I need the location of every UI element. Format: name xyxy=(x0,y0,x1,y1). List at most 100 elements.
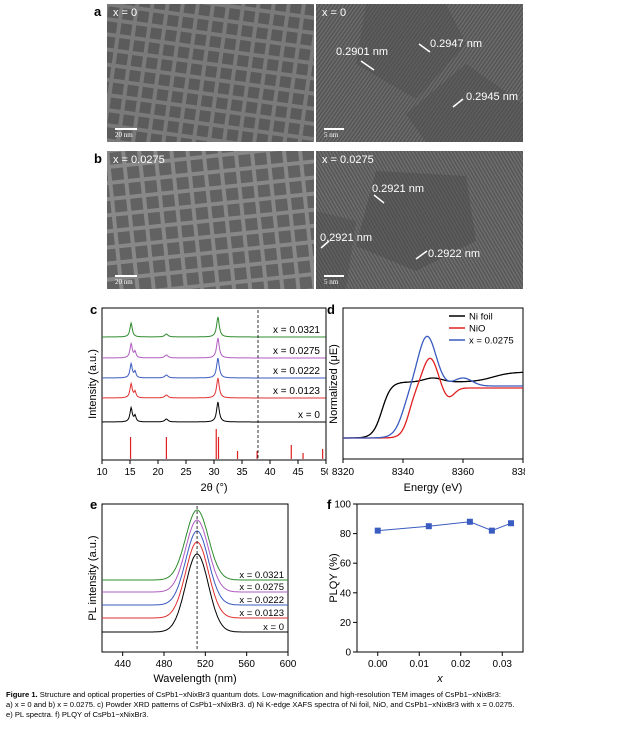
tem-texture-b-low xyxy=(107,151,314,289)
panel-letter-a: a xyxy=(94,4,102,19)
pl-series-line xyxy=(102,509,288,581)
y-axis-label: Normalized (μE) xyxy=(328,344,340,424)
y-tick-label: 60 xyxy=(340,559,352,570)
panel-letter-d: d xyxy=(327,302,335,317)
pl-series-line xyxy=(102,519,288,593)
x-tick-label: 20 xyxy=(152,467,164,478)
y-tick-label: 40 xyxy=(340,588,352,599)
series-label: x = 0.0123 xyxy=(273,386,320,397)
tem-a-right-scale: 5 nm xyxy=(324,131,339,139)
x-tick-label: 0.01 xyxy=(410,659,430,670)
scale-bar xyxy=(115,275,137,277)
scale-bar xyxy=(115,128,137,130)
xafs-series-line xyxy=(343,371,524,439)
x-tick-label: 440 xyxy=(114,659,131,670)
x-tick-label: 40 xyxy=(264,467,276,478)
lattice-spacing-label: 0.2921 nm xyxy=(372,183,424,195)
x-axis-label: Wavelength (nm) xyxy=(153,673,236,685)
panel-letter-b: b xyxy=(94,151,102,166)
x-tick-label: 0.00 xyxy=(368,659,388,670)
xrd-series-line xyxy=(102,316,326,338)
xrd-series-line xyxy=(102,357,326,379)
pl-series-line xyxy=(102,553,288,633)
x-tick-label: 0.02 xyxy=(451,659,471,670)
tem-a-left-scale: 20 nm xyxy=(115,131,133,139)
plot-frame xyxy=(342,307,524,460)
x-axis-label: x xyxy=(436,673,443,685)
plqy-data-point xyxy=(466,518,473,525)
tem-texture-a-high xyxy=(316,4,523,142)
plot-frame xyxy=(356,503,524,653)
caption-text: Structure and optical properties of CsPb… xyxy=(39,690,501,699)
plqy-chart: 0.00 0.01 0.02 0.03 0 20 40 60 80 100 x PLQY (%) xyxy=(328,500,524,685)
xrd-series-line xyxy=(102,401,326,423)
x-tick-label: 520 xyxy=(197,659,214,670)
y-axis-label: PL intensity (a.u.) xyxy=(88,535,99,620)
x-tick-label: 8320 xyxy=(332,467,355,478)
pl-series-line xyxy=(102,541,288,619)
lattice-spacing-label: 0.2901 nm xyxy=(336,46,388,58)
caption-label: Figure 1. xyxy=(6,690,38,699)
plqy-data-point xyxy=(374,527,381,534)
x-tick-label: 30 xyxy=(208,467,220,478)
scale-bar xyxy=(324,275,344,277)
y-tick-label: 100 xyxy=(334,500,351,511)
y-axis-label: Intensity (a.u.) xyxy=(88,349,99,419)
panel-letter-c: c xyxy=(90,302,98,317)
x-tick-label: 560 xyxy=(238,659,255,670)
lattice-spacing-label: 0.2922 nm xyxy=(428,248,480,260)
x-tick-label: 25 xyxy=(180,467,192,478)
x-tick-label: 10 xyxy=(96,467,108,478)
series-label: x = 0.0222 xyxy=(239,595,284,606)
lattice-spacing-label: 0.2945 nm xyxy=(466,91,518,103)
series-label: x = 0.0222 xyxy=(273,366,320,377)
tem-texture-b-high xyxy=(316,151,523,289)
series-label: x = 0.0321 xyxy=(239,570,284,581)
x-axis-label: 2θ (°) xyxy=(200,482,227,494)
caption-line-2: a) x = 0 and b) x = 0.0275. c) Powder XR… xyxy=(6,700,515,709)
xrd-chart: 10 15 20 25 30 35 40 45 50 x = 0.0321 x = 0.0275 x… xyxy=(88,307,328,494)
x-tick-label: 50 xyxy=(320,467,328,478)
tem-a-left-label: x = 0 xyxy=(113,7,138,19)
legend-label: NiO xyxy=(469,324,485,335)
x-tick-label: 0.03 xyxy=(493,659,513,670)
tem-b-left-label: x = 0.0275 xyxy=(113,154,165,166)
y-tick-label: 80 xyxy=(340,529,352,540)
panel-letter-e: e xyxy=(90,497,98,512)
tem-image-a-low: x = 0 20 nm xyxy=(107,4,314,142)
series-label: x = 0.0123 xyxy=(239,608,284,619)
lattice-spacing-label: 0.2921 nm xyxy=(320,232,372,244)
x-tick-label: 8380 xyxy=(512,467,525,478)
series-label: x = 0 xyxy=(298,410,320,421)
tem-texture-a-low xyxy=(107,4,314,142)
xafs-series-line xyxy=(343,357,523,439)
caption-line-1: Figure 1. Structure and optical properti… xyxy=(6,690,622,700)
x-tick-label: 8360 xyxy=(452,467,475,478)
x-tick-label: 15 xyxy=(124,467,136,478)
x-tick-label: 480 xyxy=(156,659,173,670)
plqy-data-point xyxy=(488,527,495,534)
caption-line-3: e) PL spectra. f) PLQY of CsPb1−xNixBr3. xyxy=(6,710,149,719)
tem-b-left-scale: 20 nm xyxy=(115,278,133,286)
y-axis-label: PLQY (%) xyxy=(328,553,340,602)
x-tick-label: 600 xyxy=(280,659,297,670)
tem-image-b-low: x = 0.0275 20 nm xyxy=(107,151,314,289)
tem-image-b-high: x = 0.0275 0.2921 nm 0.2921 nm 0.2922 nm… xyxy=(316,151,523,289)
x-tick-label: 8340 xyxy=(392,467,415,478)
x-axis-label: Energy (eV) xyxy=(404,482,463,494)
plqy-data-point xyxy=(507,520,514,527)
xafs-series-line xyxy=(343,335,523,439)
figure-caption: Figure 1. Structure and optical properti… xyxy=(6,690,622,720)
xrd-series-line xyxy=(102,337,326,359)
legend-label: x = 0.0275 xyxy=(469,336,514,347)
tem-b-right-scale: 5 nm xyxy=(324,278,339,286)
series-label: x = 0.0275 xyxy=(273,346,320,357)
xrd-series-line xyxy=(102,377,326,399)
scale-bar xyxy=(324,128,344,130)
x-tick-label: 45 xyxy=(292,467,304,478)
plot-frame xyxy=(101,503,289,653)
panel-letter-f: f xyxy=(327,497,332,512)
tem-image-a-high: x = 0 0.2901 nm 0.2947 nm 0.2945 nm 5 nm xyxy=(316,4,523,142)
